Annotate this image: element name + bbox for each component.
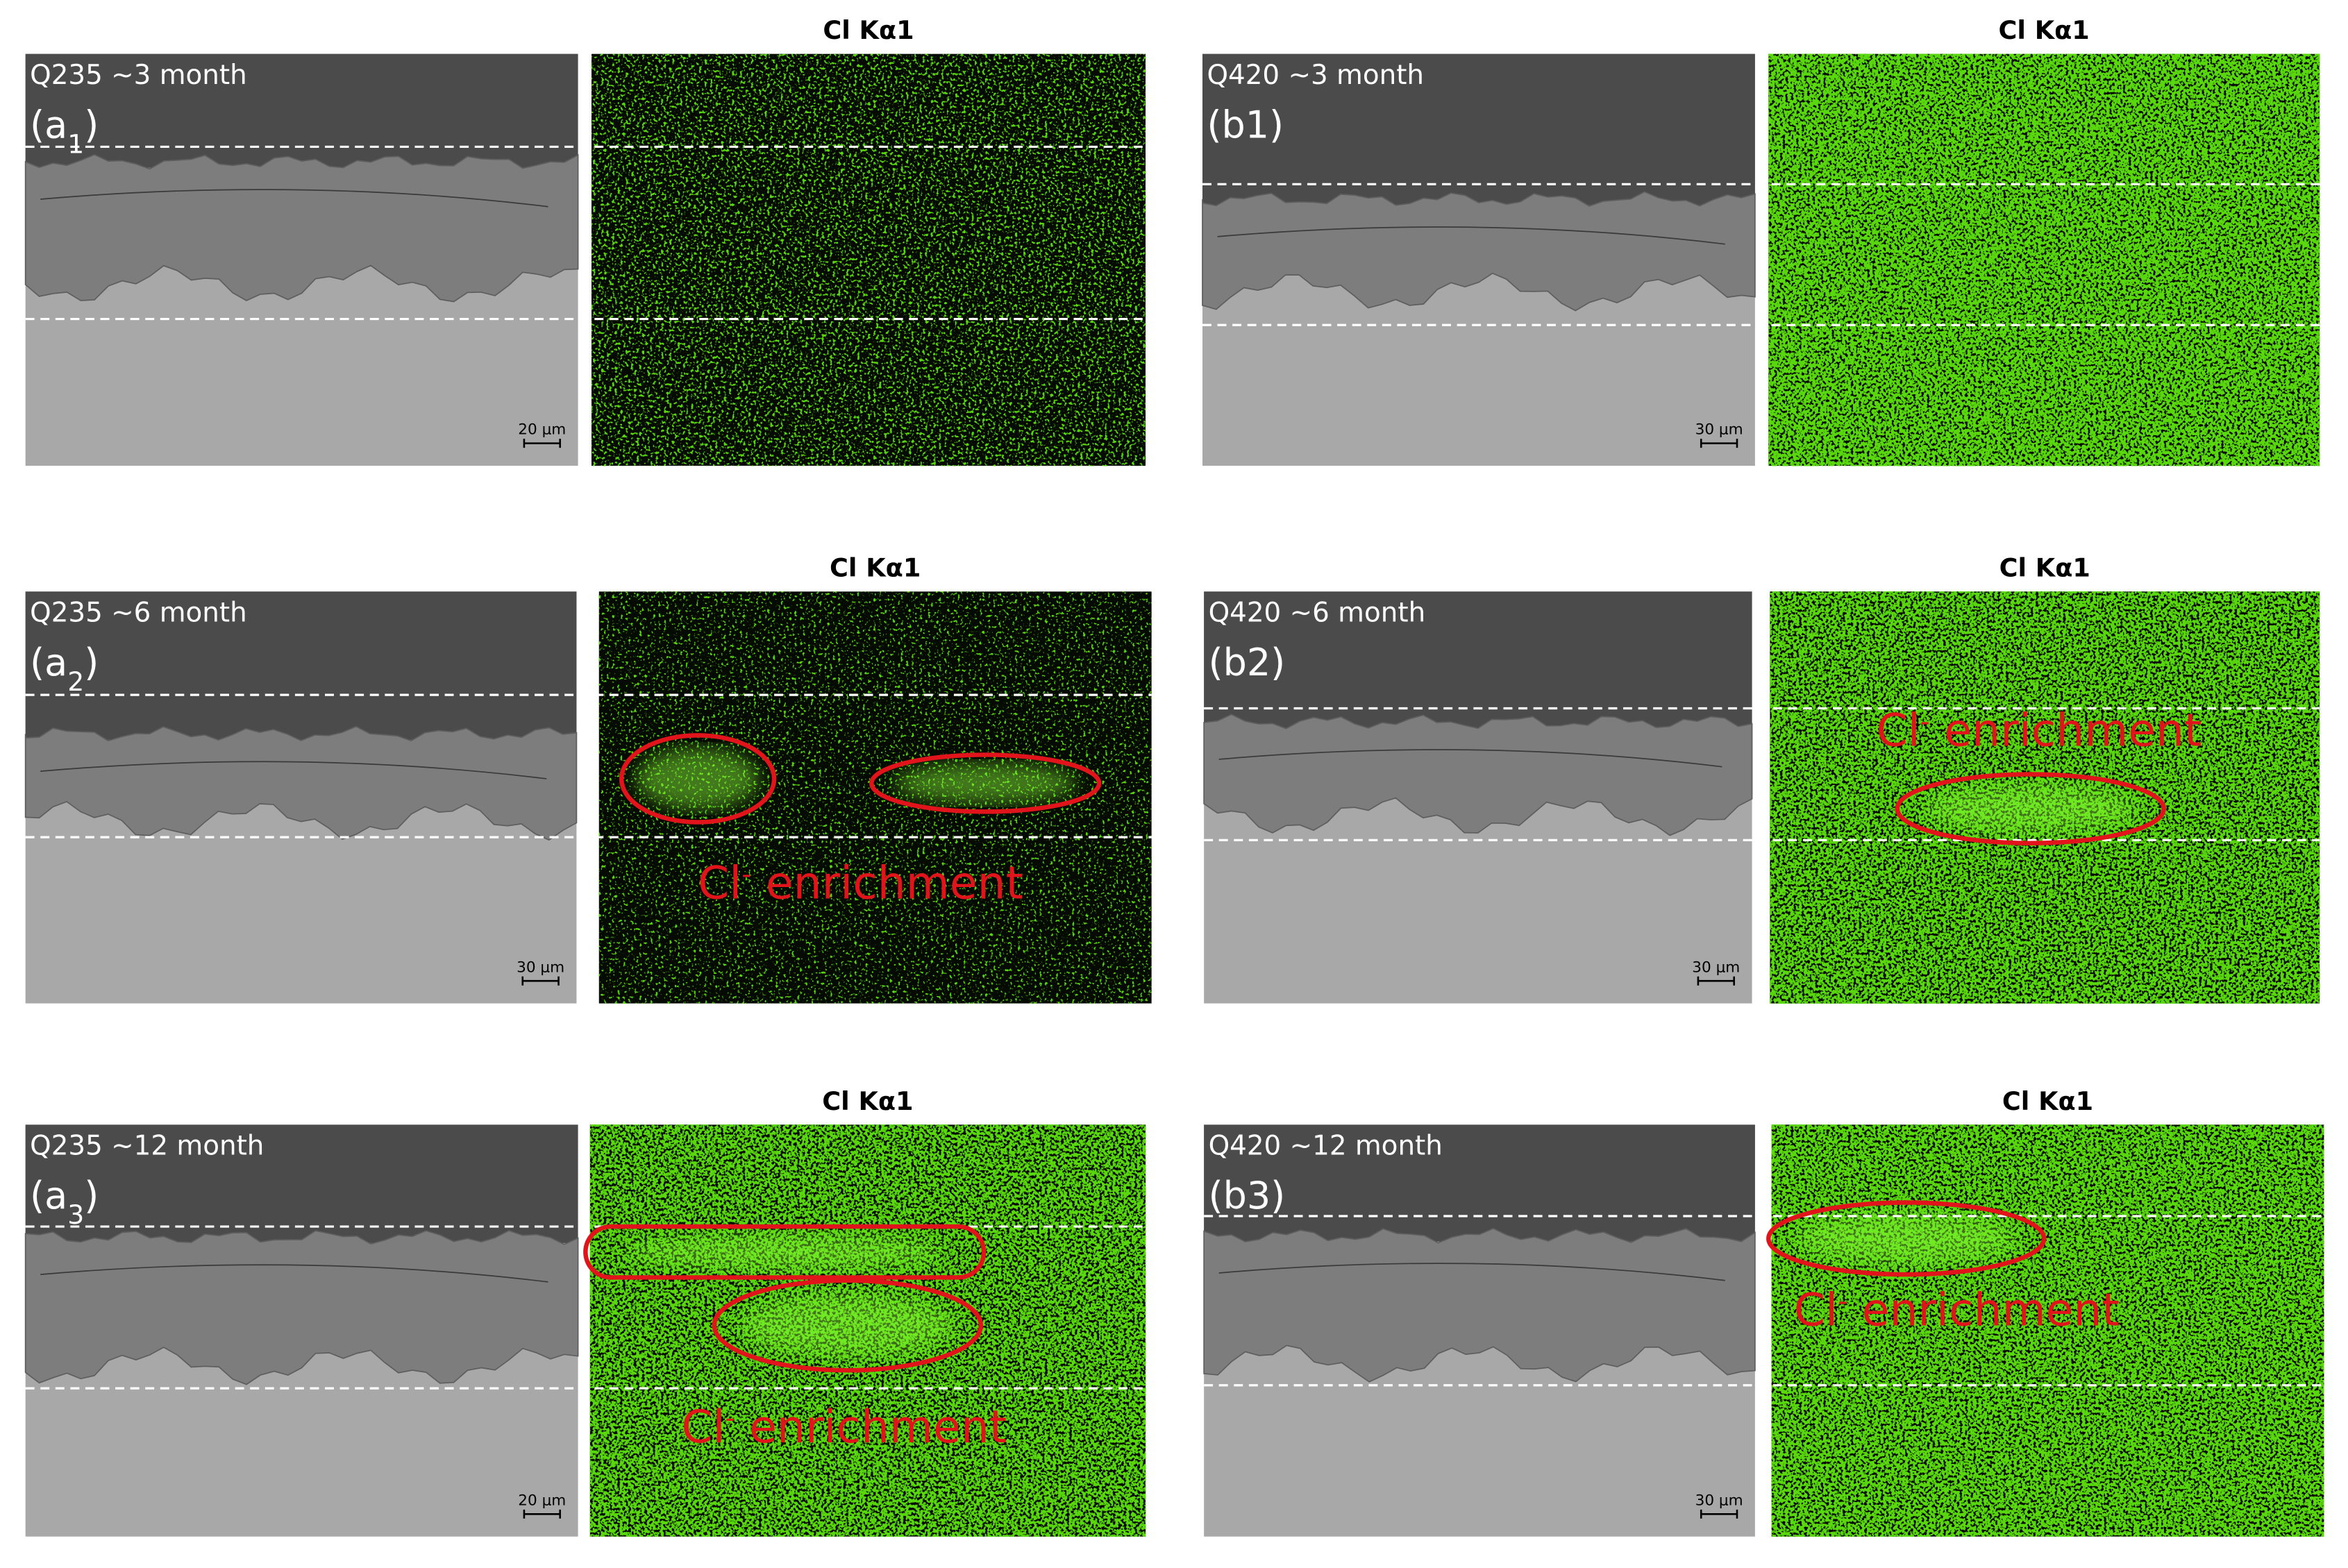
crack bbox=[1218, 749, 1722, 768]
panel-label-part: (b2) bbox=[1209, 641, 1286, 684]
rust-layer bbox=[24, 1229, 579, 1385]
rust-layer bbox=[24, 725, 578, 841]
annotation: Cl- enrichment bbox=[698, 858, 1023, 910]
annotation-part: - bbox=[1838, 1285, 1847, 1317]
annotation-part: enrichment bbox=[735, 1401, 1007, 1453]
panel-label: (a3) bbox=[30, 1174, 99, 1230]
enrichment-glow bbox=[637, 748, 760, 809]
panel-label-part: (a bbox=[30, 641, 67, 684]
sample-title: Q235 ~12 month bbox=[30, 1130, 264, 1161]
eds-map-signal bbox=[1768, 53, 2320, 466]
scale-bar bbox=[523, 439, 561, 448]
map-title: Cl Kα1 bbox=[1998, 15, 2089, 45]
annotation-part: Cl bbox=[698, 858, 741, 910]
panel-label-part: (a bbox=[30, 103, 67, 146]
enrichment-glow bbox=[894, 763, 1077, 804]
scale-bar-label: 30 μm bbox=[517, 959, 564, 976]
scale-bar bbox=[1700, 439, 1738, 448]
sample-title: Q420 ~3 month bbox=[1207, 60, 1424, 91]
enrichment-glow bbox=[1795, 1213, 2017, 1264]
map-title: Cl Kα1 bbox=[830, 553, 921, 583]
enrichment-glow bbox=[1924, 784, 2138, 833]
scale-bar-label: 30 μm bbox=[1692, 959, 1740, 976]
panel-label-part: (b1) bbox=[1207, 103, 1284, 146]
panel-label-part: ) bbox=[84, 1174, 99, 1217]
annotation-part: enrichment bbox=[1847, 1284, 2120, 1336]
panel-label: (b1) bbox=[1207, 103, 1284, 146]
panel-label-part: 2 bbox=[67, 666, 84, 697]
scale-bar-label: 20 μm bbox=[518, 421, 566, 439]
scale-bar bbox=[1697, 976, 1735, 986]
enrichment-glow bbox=[741, 1294, 955, 1357]
scale-bar-label: 30 μm bbox=[1695, 1492, 1743, 1509]
enrichment-outline bbox=[712, 1278, 983, 1373]
sample-title: Q235 ~6 month bbox=[30, 597, 247, 628]
scale-bar bbox=[1700, 1509, 1738, 1519]
rust-layer bbox=[24, 153, 579, 303]
scale-bar bbox=[523, 1509, 561, 1519]
sem-resin bbox=[1204, 591, 1752, 728]
annotation-part: Cl bbox=[681, 1401, 725, 1453]
eds-map-signal bbox=[591, 53, 1146, 466]
enrichment-outline bbox=[869, 752, 1102, 814]
panel-label-part: ) bbox=[84, 103, 99, 146]
map-title: Cl Kα1 bbox=[823, 15, 914, 45]
scale-bar bbox=[521, 976, 560, 986]
map-title: Cl Kα1 bbox=[2002, 1086, 2093, 1116]
annotation-part: - bbox=[1920, 706, 1930, 737]
annotation: Cl- enrichment bbox=[681, 1401, 1007, 1453]
map-title: Cl Kα1 bbox=[822, 1086, 913, 1116]
panel-label-part: (b3) bbox=[1209, 1174, 1286, 1217]
scale-bar-label: 20 μm bbox=[518, 1492, 566, 1509]
rust-layer bbox=[1203, 1227, 1756, 1383]
eds-map-signal bbox=[1771, 1124, 2324, 1537]
sample-title: Q420 ~6 month bbox=[1209, 597, 1426, 628]
crack bbox=[40, 1264, 548, 1283]
annotation-part: - bbox=[741, 859, 751, 890]
crack bbox=[40, 761, 547, 779]
panel-label: (b3) bbox=[1209, 1174, 1286, 1217]
map-title: Cl Kα1 bbox=[1999, 553, 2090, 583]
sem-resin bbox=[1202, 53, 1755, 205]
sem-resin bbox=[25, 591, 577, 740]
sem-resin bbox=[1204, 1124, 1755, 1242]
panel-label-part: ) bbox=[84, 641, 99, 684]
crack bbox=[1218, 1263, 1725, 1281]
rust-layer bbox=[1202, 191, 1756, 312]
sample-title: Q235 ~3 month bbox=[30, 60, 247, 91]
enrichment-outline bbox=[1895, 772, 2166, 845]
sample-title: Q420 ~12 month bbox=[1209, 1130, 1443, 1161]
annotation-part: - bbox=[726, 1402, 735, 1433]
crack bbox=[1217, 226, 1725, 245]
annotation: Cl- enrichment bbox=[1794, 1284, 2120, 1336]
enrichment-outline bbox=[1766, 1200, 2047, 1277]
panel-label-part: 3 bbox=[67, 1199, 84, 1230]
sem-resin bbox=[25, 1124, 578, 1243]
enrichment-glow bbox=[625, 1234, 944, 1270]
scale-bar-label: 30 μm bbox=[1695, 421, 1743, 439]
panel-label: (a1) bbox=[30, 103, 99, 159]
panel-label-part: (a bbox=[30, 1174, 67, 1217]
panel-label-part: 1 bbox=[67, 128, 84, 159]
panel-label: (b2) bbox=[1209, 641, 1286, 684]
rust-layer bbox=[1203, 714, 1753, 836]
annotation: Cl- enrichment bbox=[1877, 705, 2202, 757]
sem-resin bbox=[25, 53, 578, 168]
panel-label: (a2) bbox=[30, 641, 99, 697]
annotation-part: enrichment bbox=[751, 858, 1023, 910]
crack bbox=[40, 189, 548, 208]
enrichment-outline bbox=[619, 733, 777, 825]
annotation-part: Cl bbox=[1877, 705, 1920, 757]
annotation-part: enrichment bbox=[1930, 705, 2202, 757]
annotation-part: Cl bbox=[1794, 1284, 1838, 1336]
enrichment-outline bbox=[583, 1224, 987, 1280]
